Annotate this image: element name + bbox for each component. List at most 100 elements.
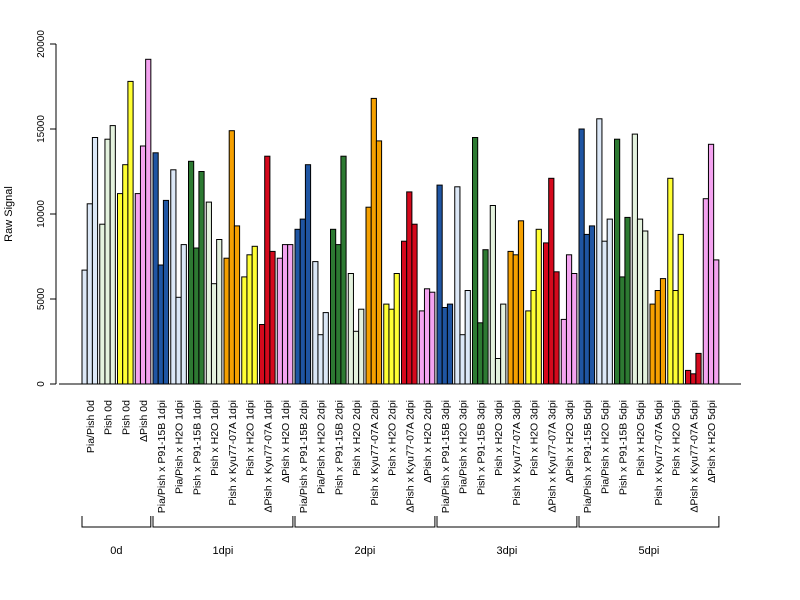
x-tick-label: Pia/Pish x P91-15B 2dpi (298, 400, 310, 513)
bar (530, 290, 537, 385)
bar (193, 247, 200, 385)
bar (251, 245, 258, 385)
bar (517, 220, 525, 385)
bar (713, 259, 720, 385)
bar (228, 130, 235, 385)
x-tick-label: Pia/Pish 0d (85, 400, 97, 453)
x-tick-label: Pish x Kyu77-07A 1dpi (227, 400, 239, 506)
bar (317, 334, 324, 385)
bar (578, 128, 585, 385)
group-label: 1dpi (213, 545, 234, 557)
bar (543, 242, 550, 385)
bar (707, 143, 715, 385)
bar (659, 278, 667, 385)
bar (472, 137, 479, 385)
bar (91, 137, 99, 385)
bar (175, 296, 182, 385)
group-bracket (294, 516, 436, 528)
bar (667, 177, 674, 385)
bar (299, 218, 306, 385)
bar (560, 318, 567, 385)
x-tick-label: Pia/Pish x H2O 2dpi (316, 400, 328, 494)
bar (335, 244, 342, 385)
x-tick-label: ΔPish x Kyu77-07A 2dpi (404, 400, 416, 513)
x-tick-label: Pia/Pish x H2O 3dpi (458, 400, 470, 494)
bar (649, 303, 656, 385)
bar (642, 230, 649, 385)
x-tick-label: Pish x H2O 2dpi (387, 400, 399, 476)
bar (553, 271, 560, 385)
x-tick-label: Pish x H2O 1dpi (209, 400, 221, 476)
bar (477, 322, 484, 385)
bar (145, 58, 152, 385)
group-label: 0d (110, 545, 122, 557)
bar (436, 184, 443, 385)
group-bracket (152, 516, 294, 528)
x-tick-label: ΔPish x H2O 3dpi (564, 400, 576, 483)
x-tick-label: Pish x H2O 5dpi (635, 400, 647, 476)
bar (81, 269, 88, 385)
bar (233, 225, 241, 385)
bar (198, 171, 205, 385)
bar (525, 310, 532, 385)
bar (304, 164, 312, 385)
x-tick-label: Pish x Kyu77-07A 3dpi (511, 400, 523, 506)
group-label: 5dpi (639, 545, 660, 557)
bar (464, 290, 471, 385)
x-tick-label: Pish x H2O 5dpi (671, 400, 683, 476)
bar (287, 244, 294, 385)
bar (259, 324, 266, 385)
bar (134, 193, 141, 385)
group-bracket (436, 516, 578, 528)
bar (205, 201, 212, 385)
bar (352, 330, 360, 385)
bar (383, 303, 390, 385)
bar (672, 290, 679, 385)
bar (294, 228, 301, 385)
bar (358, 308, 365, 385)
bar (340, 155, 347, 385)
x-tick-label: Pish x P91-15B 5dpi (617, 400, 629, 495)
bar (624, 216, 631, 385)
x-tick-label: Pish x H2O 3dpi (493, 400, 505, 476)
x-tick-labels: Pia/Pish 0d Pish 0d Pish 0d ΔPish 0d Pia/Pis… (85, 400, 718, 513)
bar (535, 228, 542, 385)
bar (446, 303, 454, 385)
x-tick-label: Pish x H2O 3dpi (529, 400, 541, 476)
bar (347, 273, 354, 385)
bar (512, 254, 519, 385)
x-tick-label: ΔPish 0d (138, 400, 150, 442)
bar (429, 291, 436, 385)
bar (406, 191, 413, 385)
bar (216, 239, 223, 385)
bar (423, 288, 431, 385)
bars (81, 58, 720, 385)
bar (695, 352, 702, 385)
bar (418, 310, 425, 385)
group-brackets: 0d 1dpi 2dpi 3dpi 5dpi (81, 516, 720, 557)
bar (312, 261, 319, 385)
bar (583, 233, 590, 385)
bar (565, 254, 573, 385)
bar (264, 155, 271, 385)
x-tick-label: ΔPish x H2O 5dpi (706, 400, 718, 483)
bar (702, 198, 709, 385)
bar (619, 276, 626, 385)
x-tick-label: ΔPish x H2O 2dpi (422, 400, 434, 483)
bar (162, 199, 170, 385)
x-tick-label: ΔPish x Kyu77-07A 5dpi (688, 400, 700, 513)
x-tick-label: Pish x Kyu77-07A 5dpi (653, 400, 665, 506)
x-tick-label: Pish x P91-15B 1dpi (191, 400, 203, 495)
y-tick-label: 0 (36, 381, 47, 387)
bar (690, 373, 697, 385)
bar (375, 140, 383, 385)
bar (117, 193, 124, 385)
bar (606, 218, 613, 385)
x-tick-label: Pia/Pish x P91-15B 1dpi (156, 400, 168, 513)
bar (241, 276, 248, 385)
bar (188, 160, 195, 385)
x-tick-label: Pish x P91-15B 3dpi (475, 400, 487, 495)
bar (170, 169, 177, 385)
bar (596, 118, 603, 385)
bar (139, 145, 147, 385)
